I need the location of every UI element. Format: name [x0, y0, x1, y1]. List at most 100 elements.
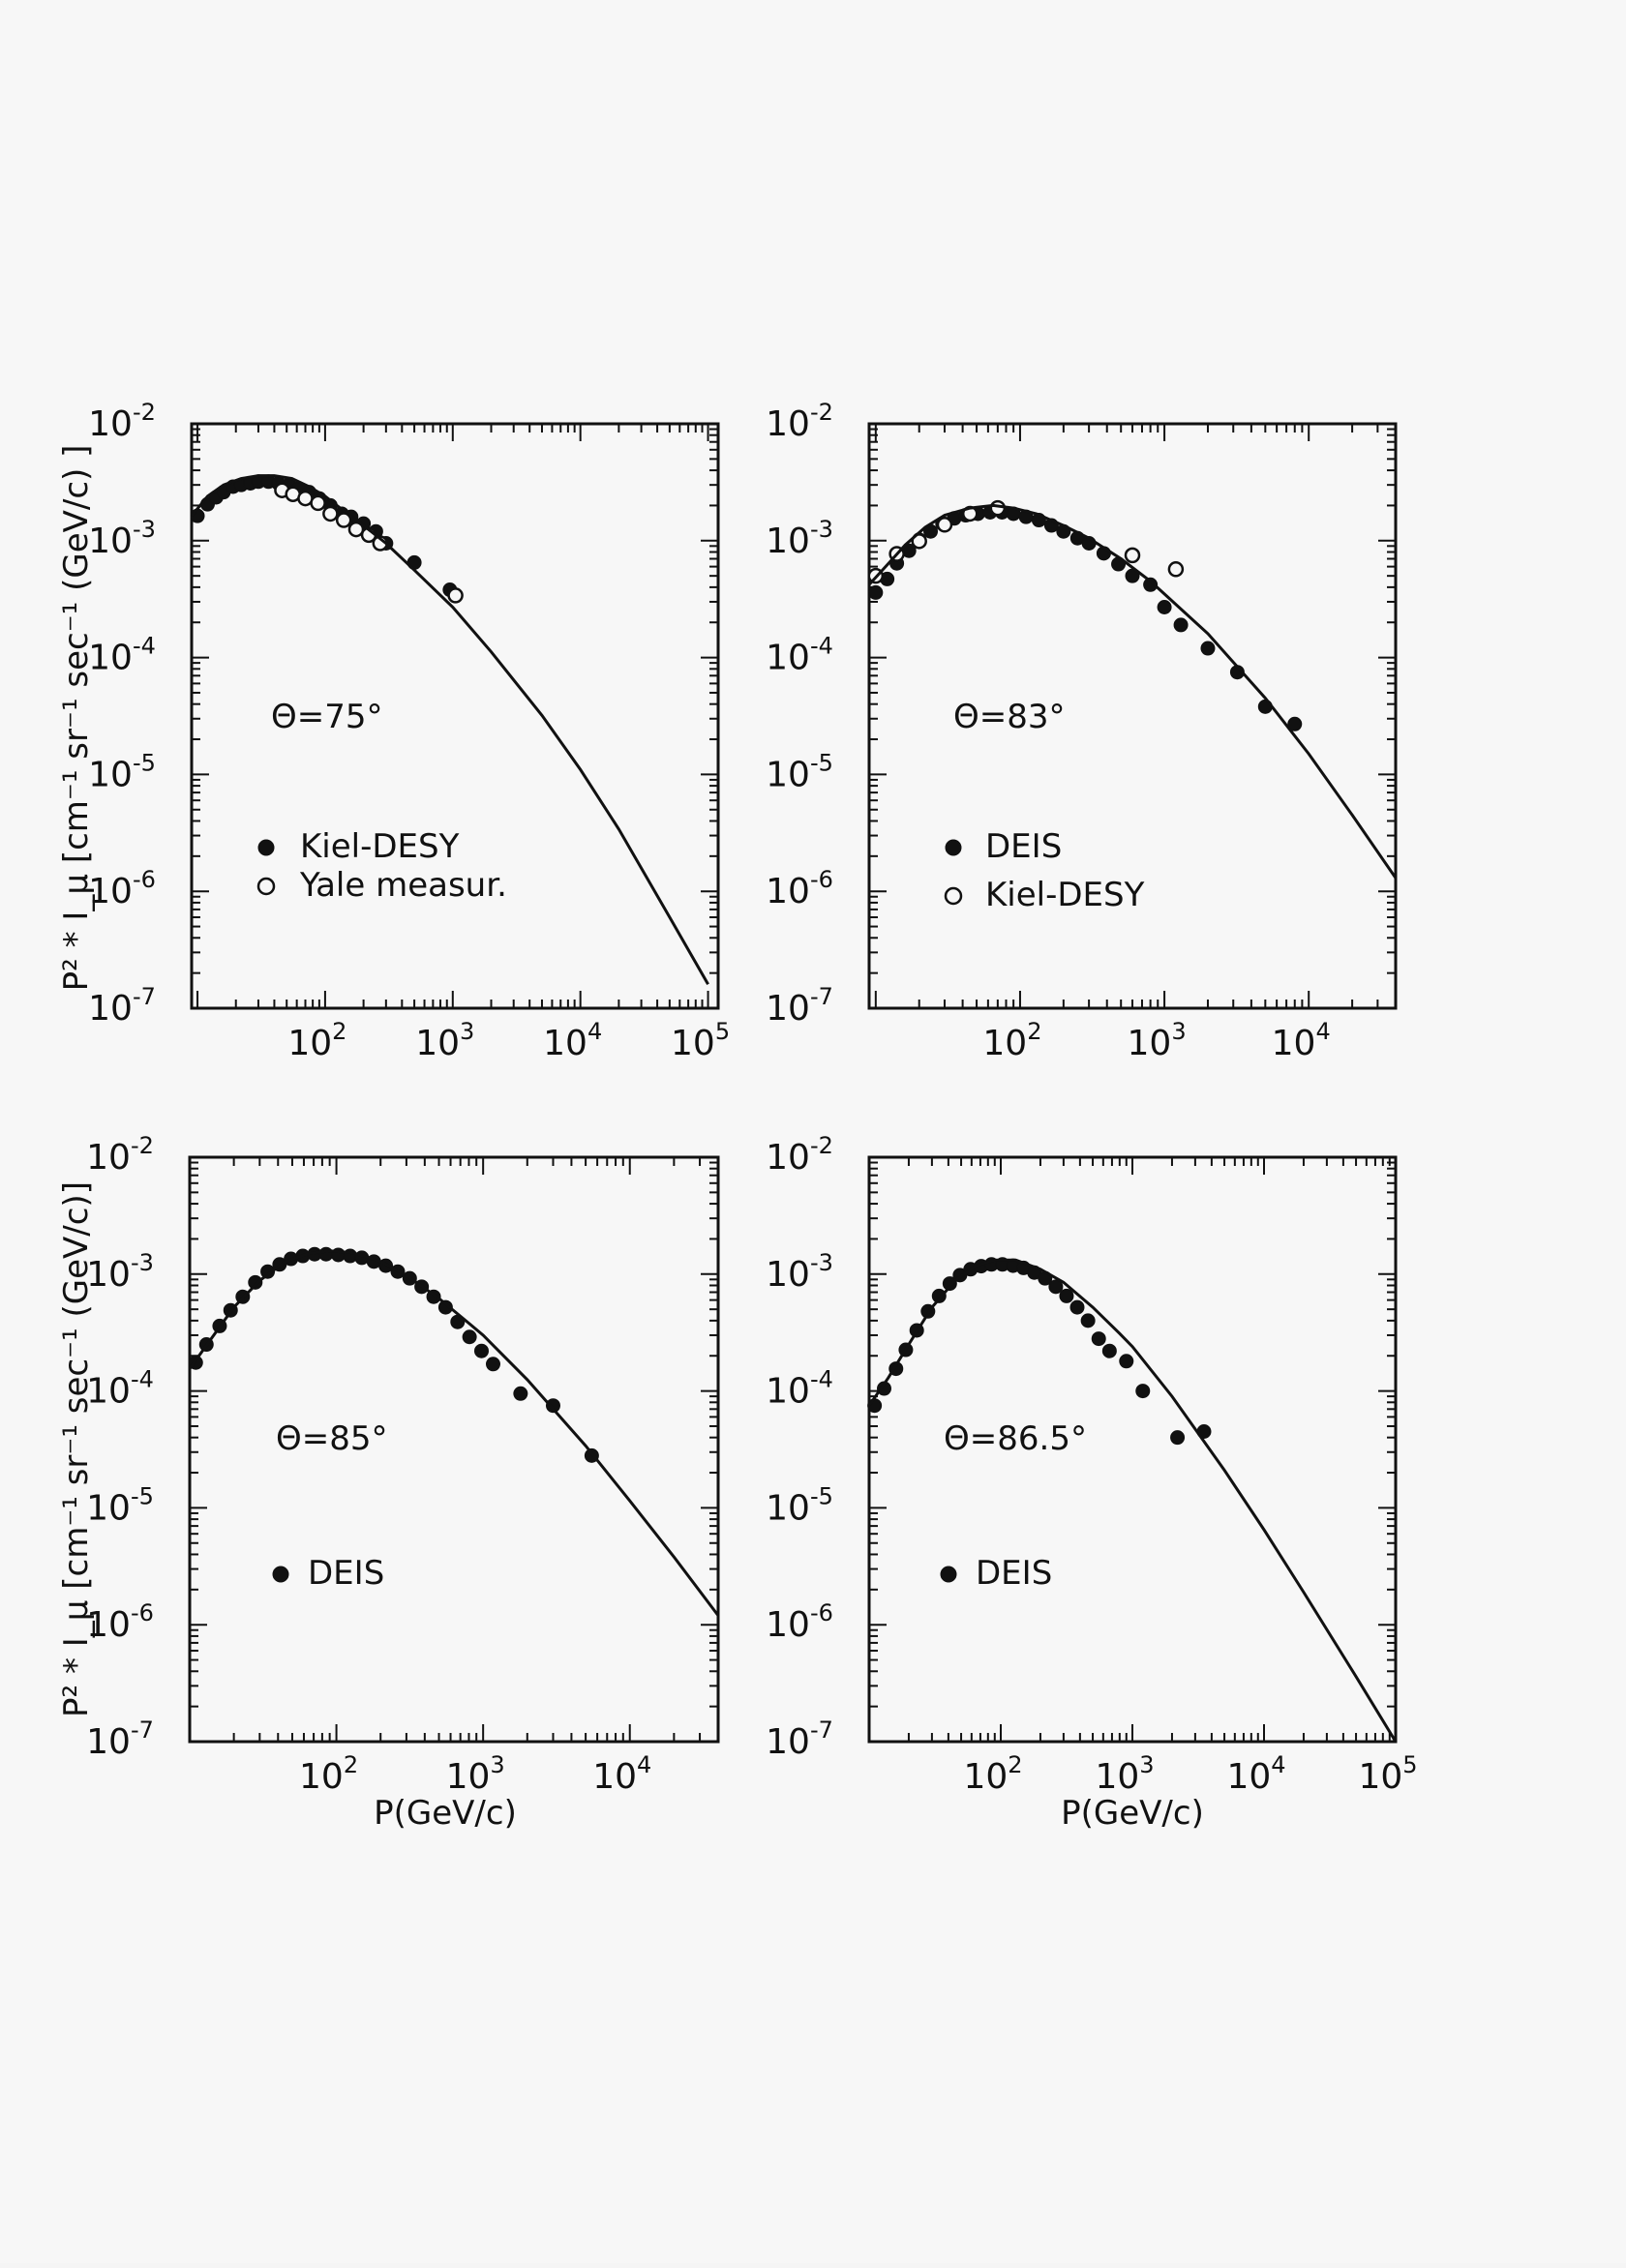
x-tick-label: 103 — [446, 1751, 505, 1797]
filled-data-point — [1135, 1384, 1151, 1399]
y-tick-label: 10-3 — [88, 516, 156, 561]
legend-open-marker — [256, 877, 276, 896]
x-axis-label-left: P(GeV/c) — [374, 1794, 517, 1833]
y-axis-label-top: P² * I_μ [cm⁻¹ sr⁻¹ sec⁻¹ (GeV/c) ] — [57, 445, 96, 992]
filled-data-point — [1119, 1354, 1134, 1369]
plot-frame — [188, 1155, 720, 1744]
x-tick-label: 102 — [287, 1018, 346, 1063]
x-tick-label: 105 — [671, 1018, 730, 1063]
filled-data-point — [1048, 1279, 1064, 1295]
filled-data-point — [942, 1276, 957, 1292]
legend-filled-marker — [257, 839, 275, 856]
filled-data-point — [437, 1299, 453, 1315]
open-data-point — [447, 587, 464, 604]
x-tick-label: 104 — [1226, 1751, 1285, 1797]
filled-data-point — [513, 1386, 528, 1401]
angle-annotation: Θ=86.5° — [944, 1419, 1087, 1458]
legend-filled-marker — [272, 1566, 289, 1583]
angle-annotation: Θ=75° — [271, 698, 383, 736]
filled-data-point — [1287, 716, 1303, 731]
model-curve — [867, 503, 1398, 880]
open-data-point — [335, 512, 352, 528]
x-tick-label: 102 — [963, 1751, 1022, 1797]
x-tick-label: 103 — [1128, 1018, 1187, 1063]
y-tick-label: 10-3 — [766, 1249, 833, 1295]
filled-data-point — [318, 1246, 334, 1262]
open-data-point — [1124, 547, 1141, 564]
y-tick-label: 10-4 — [766, 633, 833, 678]
y-tick-label: 10-7 — [766, 983, 833, 1029]
filled-data-point — [260, 1264, 276, 1279]
x-tick-label: 104 — [1272, 1018, 1331, 1063]
plot-865: 102 103 104 105 10-2 10-3 10-4 10-5 10-6 10-7 Θ=86… — [766, 1132, 1417, 1797]
filled-data-point — [1080, 1313, 1096, 1328]
y-tick-label: 10-6 — [766, 866, 833, 911]
x-tick-label: 102 — [982, 1018, 1041, 1063]
open-data-point — [936, 517, 953, 533]
y-tick-label: 10-2 — [766, 1132, 833, 1178]
filled-data-point — [545, 1398, 560, 1414]
legend-label: DEIS — [308, 1554, 384, 1593]
x-tick-label: 103 — [415, 1018, 474, 1063]
filled-data-point — [1173, 617, 1189, 633]
filled-data-point — [1200, 641, 1216, 656]
plot-frame — [190, 422, 720, 1010]
angle-annotation: Θ=85° — [276, 1419, 388, 1458]
y-tick-label: 10-5 — [88, 749, 156, 794]
filled-data-point — [1059, 1288, 1074, 1303]
open-data-point — [310, 494, 326, 512]
legend-label: Kiel-DESY — [300, 827, 460, 866]
legend-filled-marker — [940, 1566, 957, 1583]
filled-data-point — [931, 1288, 947, 1303]
filled-data-point — [1157, 599, 1172, 614]
legend-label: DEIS — [976, 1554, 1052, 1593]
filled-data-point — [1143, 577, 1159, 592]
filled-data-point — [868, 584, 884, 600]
filled-data-point — [473, 1343, 489, 1358]
filled-data-point — [1170, 1430, 1186, 1446]
x-axis-label-right: P(GeV/c) — [1061, 1794, 1204, 1833]
plot-75: 102 103 104 105 10-2 10-3 10-4 10-5 10-6 10-7 Θ=75… — [88, 399, 730, 1063]
open-data-point — [347, 521, 365, 538]
legend-filled-marker — [945, 839, 962, 856]
model-curve — [190, 474, 709, 986]
plot-83: 102 103 104 10-2 10-3 10-4 10-5 10-6 10-7 Θ=83° DE… — [766, 399, 1398, 1063]
x-tick-label: 104 — [543, 1018, 602, 1063]
legend-label: DEIS — [985, 827, 1062, 866]
open-data-point — [1167, 561, 1185, 578]
legend-open-marker — [944, 886, 963, 906]
filled-data-point — [462, 1329, 477, 1345]
filled-data-point — [485, 1357, 500, 1372]
filled-data-point — [1101, 1343, 1117, 1358]
y-tick-label: 10-3 — [766, 516, 833, 561]
y-tick-label: 10-5 — [766, 749, 833, 794]
filled-data-point — [1069, 1299, 1085, 1315]
y-tick-label: 10-7 — [86, 1716, 154, 1762]
y-tick-label: 10-6 — [86, 1599, 154, 1645]
y-tick-label: 10-2 — [88, 399, 156, 444]
y-tick-label: 10-2 — [766, 399, 833, 444]
plot-frame — [867, 422, 1398, 1010]
x-tick-label: 103 — [1095, 1751, 1154, 1797]
model-curve — [867, 1258, 1398, 1743]
filled-data-point — [1091, 1331, 1106, 1347]
y-tick-label: 10-5 — [766, 1482, 833, 1528]
model-curve — [188, 1249, 720, 1617]
y-axis-label-bottom: P² * I_μ [cm⁻¹ sr⁻¹ sec⁻¹ (GeV/c)] — [57, 1181, 96, 1717]
y-tick-label: 10-4 — [88, 633, 156, 678]
y-tick-label: 10-4 — [766, 1366, 833, 1412]
y-tick-label: 10-6 — [88, 866, 156, 911]
filled-data-point — [248, 1274, 263, 1290]
legend-label: Kiel-DESY — [985, 876, 1145, 914]
y-tick-label: 10-2 — [86, 1132, 154, 1178]
y-tick-label: 10-4 — [86, 1366, 154, 1412]
y-tick-label: 10-7 — [88, 983, 156, 1029]
y-tick-label: 10-5 — [86, 1482, 154, 1528]
angle-annotation: Θ=83° — [953, 698, 1066, 736]
open-data-point — [322, 505, 339, 522]
y-tick-label: 10-3 — [86, 1249, 154, 1295]
y-tick-label: 10-7 — [766, 1716, 833, 1762]
y-tick-label: 10-6 — [766, 1599, 833, 1645]
